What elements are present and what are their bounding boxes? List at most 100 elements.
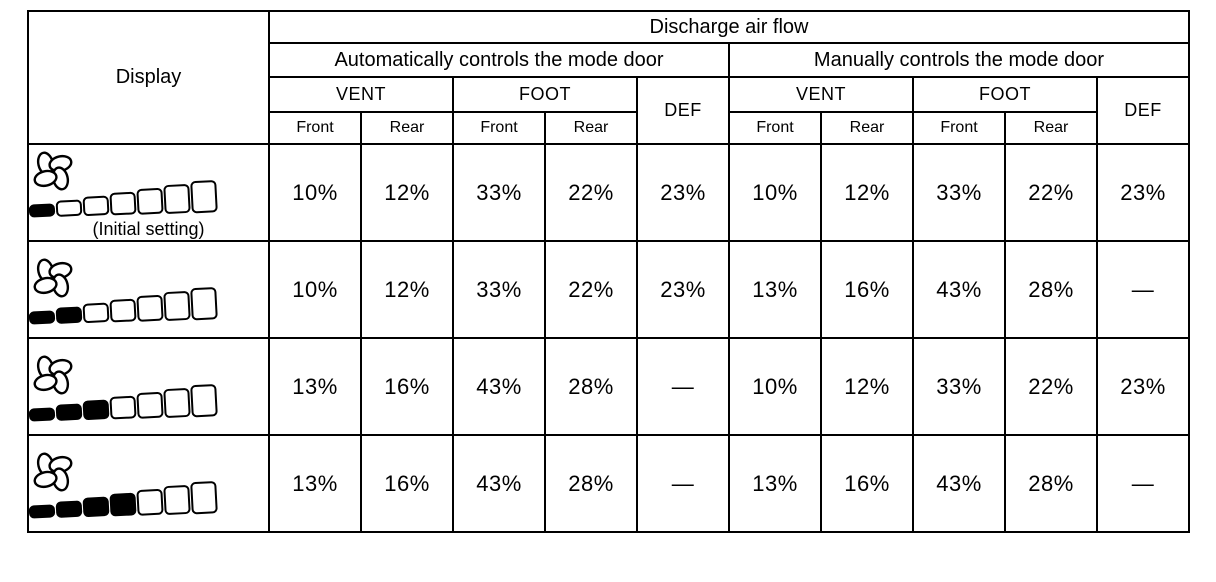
manual-airflow-value-cell: 33% [912,337,1006,436]
gauge-segment-empty [109,298,137,322]
manual-airflow-value-cell: 43% [912,240,1006,339]
auto-airflow-value-cell: 10% [268,143,362,242]
gauge-segment-empty [136,187,164,215]
manual-airflow-value-cell: 43% [912,434,1006,533]
gauge-segment-filled [55,306,83,324]
gauge-segment-empty [190,480,218,514]
manual-airflow-value-cell: 10% [728,143,822,242]
auto-mode-header: Automatically controls the mode door [268,42,730,78]
auto-airflow-value-cell: 12% [360,240,454,339]
gauge-segment-empty [163,290,191,321]
fan-speed-gauge [30,179,218,217]
auto-airflow-value-cell: 12% [360,143,454,242]
auto-vent-header: VENT [268,76,454,113]
manual-mode-header: Manually controls the mode door [727,42,1191,78]
manual-airflow-value-cell: 33% [912,143,1006,242]
manual-airflow-value-cell: — [1095,240,1191,339]
manual-airflow-value-cell: 28% [1004,434,1098,533]
fan-display-graphic [30,351,229,423]
auto-airflow-value-cell: 16% [360,337,454,436]
gauge-segment-empty [190,179,218,213]
auto-airflow-value-cell: 28% [544,434,638,533]
auto-airflow-value-cell: — [636,434,730,533]
header-row-outlet: VENT FOOT DEF VENT FOOT DEF [28,76,1191,145]
airflow-table-wrapper: Display Discharge air flow Automatically… [27,10,1191,533]
fan-speed-gauge [30,480,218,518]
gauge-segment-empty [136,391,164,419]
auto-airflow-value-cell: 33% [452,143,546,242]
auto-airflow-value-cell: 10% [268,240,362,339]
fan-icon [33,452,73,491]
fan-speed-row: 13% 16% 43% 28% —13% 16% 43% 28% — [27,434,1191,533]
gauge-segment-empty [190,286,218,320]
gauge-segment-empty [55,199,83,217]
gauge-segment-filled [30,504,56,518]
manual-foot-rear-header: Rear [1004,111,1098,145]
fan-display-graphic [30,147,229,219]
fan-speed-row: 10% 12% 33% 22% 23% 13% 16% 43% 28% — [27,240,1191,339]
manual-airflow-value-cell: 16% [820,240,914,339]
manual-airflow-value-cell: 28% [1004,240,1098,339]
manual-vent-front-header: Front [728,111,822,145]
fan-display-cell [27,240,270,339]
auto-airflow-value-cell: 43% [452,337,546,436]
gauge-segment-empty [109,395,137,419]
manual-airflow-value-cell: — [1095,434,1191,533]
gauge-segment-filled [30,203,56,217]
gauge-segment-empty [82,302,110,323]
manual-airflow-value-cell: 22% [1004,337,1098,436]
manual-foot-front-header: Front [912,111,1006,145]
gauge-segment-filled [30,407,56,421]
gauge-segment-filled [55,403,83,421]
auto-airflow-value-cell: 22% [544,240,638,339]
auto-foot-header: FOOT [452,76,638,113]
auto-airflow-value-cell: 43% [452,434,546,533]
manual-airflow-value-cell: 13% [728,240,822,339]
manual-airflow-value-cell: 12% [820,337,914,436]
fan-speed-gauge [30,286,218,324]
auto-airflow-value-cell: 23% [636,143,730,242]
manual-airflow-value-cell: 23% [1095,337,1191,436]
gauge-segment-filled [82,399,110,420]
initial-setting-note: (Initial setting) [92,218,205,239]
gauge-segment-filled [82,496,110,517]
fan-display-graphic [30,254,229,326]
header-row-mode: Automatically controls the mode door Man… [28,42,1191,78]
auto-airflow-value-cell: 33% [452,240,546,339]
gauge-segment-empty [136,488,164,516]
gauge-segment-empty [163,387,191,418]
manual-airflow-value-cell: 23% [1095,143,1191,242]
fan-display-cell [27,337,270,436]
auto-vent-rear-header: Rear [360,111,454,145]
auto-airflow-value-cell: 28% [544,337,638,436]
auto-airflow-value-cell: 16% [360,434,454,533]
table-body: (Initial setting) 10% 12% 33% 22% 23% 10% 12% 33… [27,143,1191,533]
gauge-segment-filled [30,310,56,324]
manual-foot-header: FOOT [912,76,1098,113]
fan-icon [33,355,73,394]
manual-airflow-value-cell: 13% [728,434,822,533]
manual-airflow-value-cell: 22% [1004,143,1098,242]
header-row-title: Display Discharge air flow [27,10,1191,145]
auto-foot-front-header: Front [452,111,546,145]
auto-vent-front-header: Front [268,111,362,145]
gauge-segment-empty [136,294,164,322]
gauge-segment-filled [55,500,83,518]
manual-airflow-value-cell: 12% [820,143,914,242]
manual-def-header: DEF [1095,76,1191,145]
manual-vent-header: VENT [728,76,914,113]
auto-airflow-value-cell: 13% [268,434,362,533]
fan-display-graphic [30,448,229,520]
auto-airflow-value-cell: 22% [544,143,638,242]
auto-def-header: DEF [636,76,730,145]
manual-airflow-value-cell: 16% [820,434,914,533]
gauge-segment-empty [163,484,191,515]
fan-icon [33,151,73,190]
gauge-segment-empty [109,191,137,215]
auto-airflow-value-cell: 23% [636,240,730,339]
fan-display-cell [27,434,270,533]
fan-speed-gauge [30,383,218,421]
auto-airflow-value-cell: — [636,337,730,436]
auto-airflow-value-cell: 13% [268,337,362,436]
